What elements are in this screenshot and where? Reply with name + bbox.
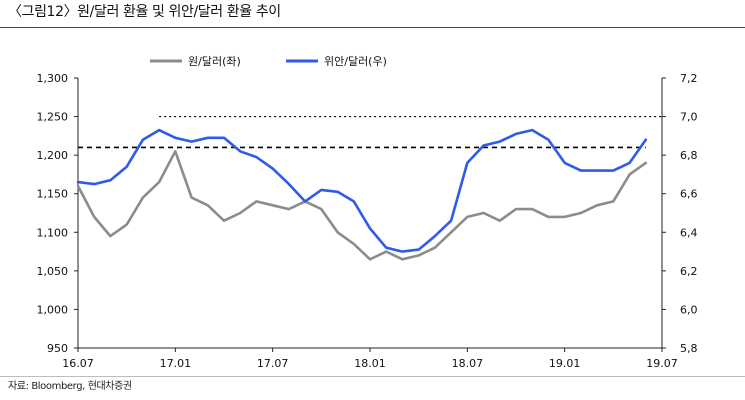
left-tick-label: 1,100 bbox=[37, 226, 69, 239]
x-tick-label: 18.07 bbox=[452, 357, 484, 370]
reference-lines bbox=[78, 115, 662, 149]
legend-label-cny: 위안/달러(우) bbox=[324, 55, 387, 68]
x-tick-label: 18.01 bbox=[354, 357, 386, 370]
x-tick-label: 19.01 bbox=[549, 357, 581, 370]
left-tick-label: 1,200 bbox=[37, 149, 69, 162]
right-tick-label: 6,6 bbox=[680, 188, 698, 201]
left-tick-label: 1,150 bbox=[37, 188, 69, 201]
series-krw-line bbox=[76, 150, 648, 261]
x-tick-label: 17.07 bbox=[257, 357, 289, 370]
x-tick-label: 16.07 bbox=[62, 357, 94, 370]
right-tick-label: 7,2 bbox=[680, 72, 698, 85]
exchange-rate-chart: 950 1,000 1,050 1,100 1,150 1,200 1,250 1,300 5,… bbox=[37, 55, 698, 370]
source-note: 자료: Bloomberg, 현대차증권 bbox=[8, 381, 132, 392]
right-tick-label: 6,4 bbox=[680, 226, 698, 239]
x-tick-label: 19.07 bbox=[646, 357, 678, 370]
right-tick-label: 7,0 bbox=[680, 111, 698, 124]
left-tick-label: 1,300 bbox=[37, 72, 69, 85]
tick-labels: 950 1,000 1,050 1,100 1,150 1,200 1,250 1,300 5,… bbox=[37, 72, 698, 370]
title-divider bbox=[0, 27, 745, 28]
series-cny-line bbox=[76, 128, 648, 253]
x-tick-label: 17.01 bbox=[160, 357, 192, 370]
left-tick-label: 1,050 bbox=[37, 265, 69, 278]
right-tick-label: 6,2 bbox=[680, 265, 698, 278]
left-tick-label: 1,250 bbox=[37, 111, 69, 124]
left-tick-label: 950 bbox=[47, 342, 68, 355]
figure-title: 〈그림12〉원/달러 환율 및 위안/달러 환율 추이 bbox=[8, 4, 281, 20]
source-divider bbox=[0, 376, 745, 377]
series-lines bbox=[76, 128, 648, 261]
axes-frame bbox=[74, 77, 666, 352]
left-tick-label: 1,000 bbox=[37, 303, 69, 316]
right-tick-label: 6,0 bbox=[680, 303, 698, 316]
right-tick-label: 5,8 bbox=[680, 342, 698, 355]
legend-label-krw: 원/달러(좌) bbox=[188, 55, 241, 68]
right-tick-label: 6,8 bbox=[680, 149, 698, 162]
legend: 원/달러(좌) 위안/달러(우) bbox=[150, 55, 387, 68]
